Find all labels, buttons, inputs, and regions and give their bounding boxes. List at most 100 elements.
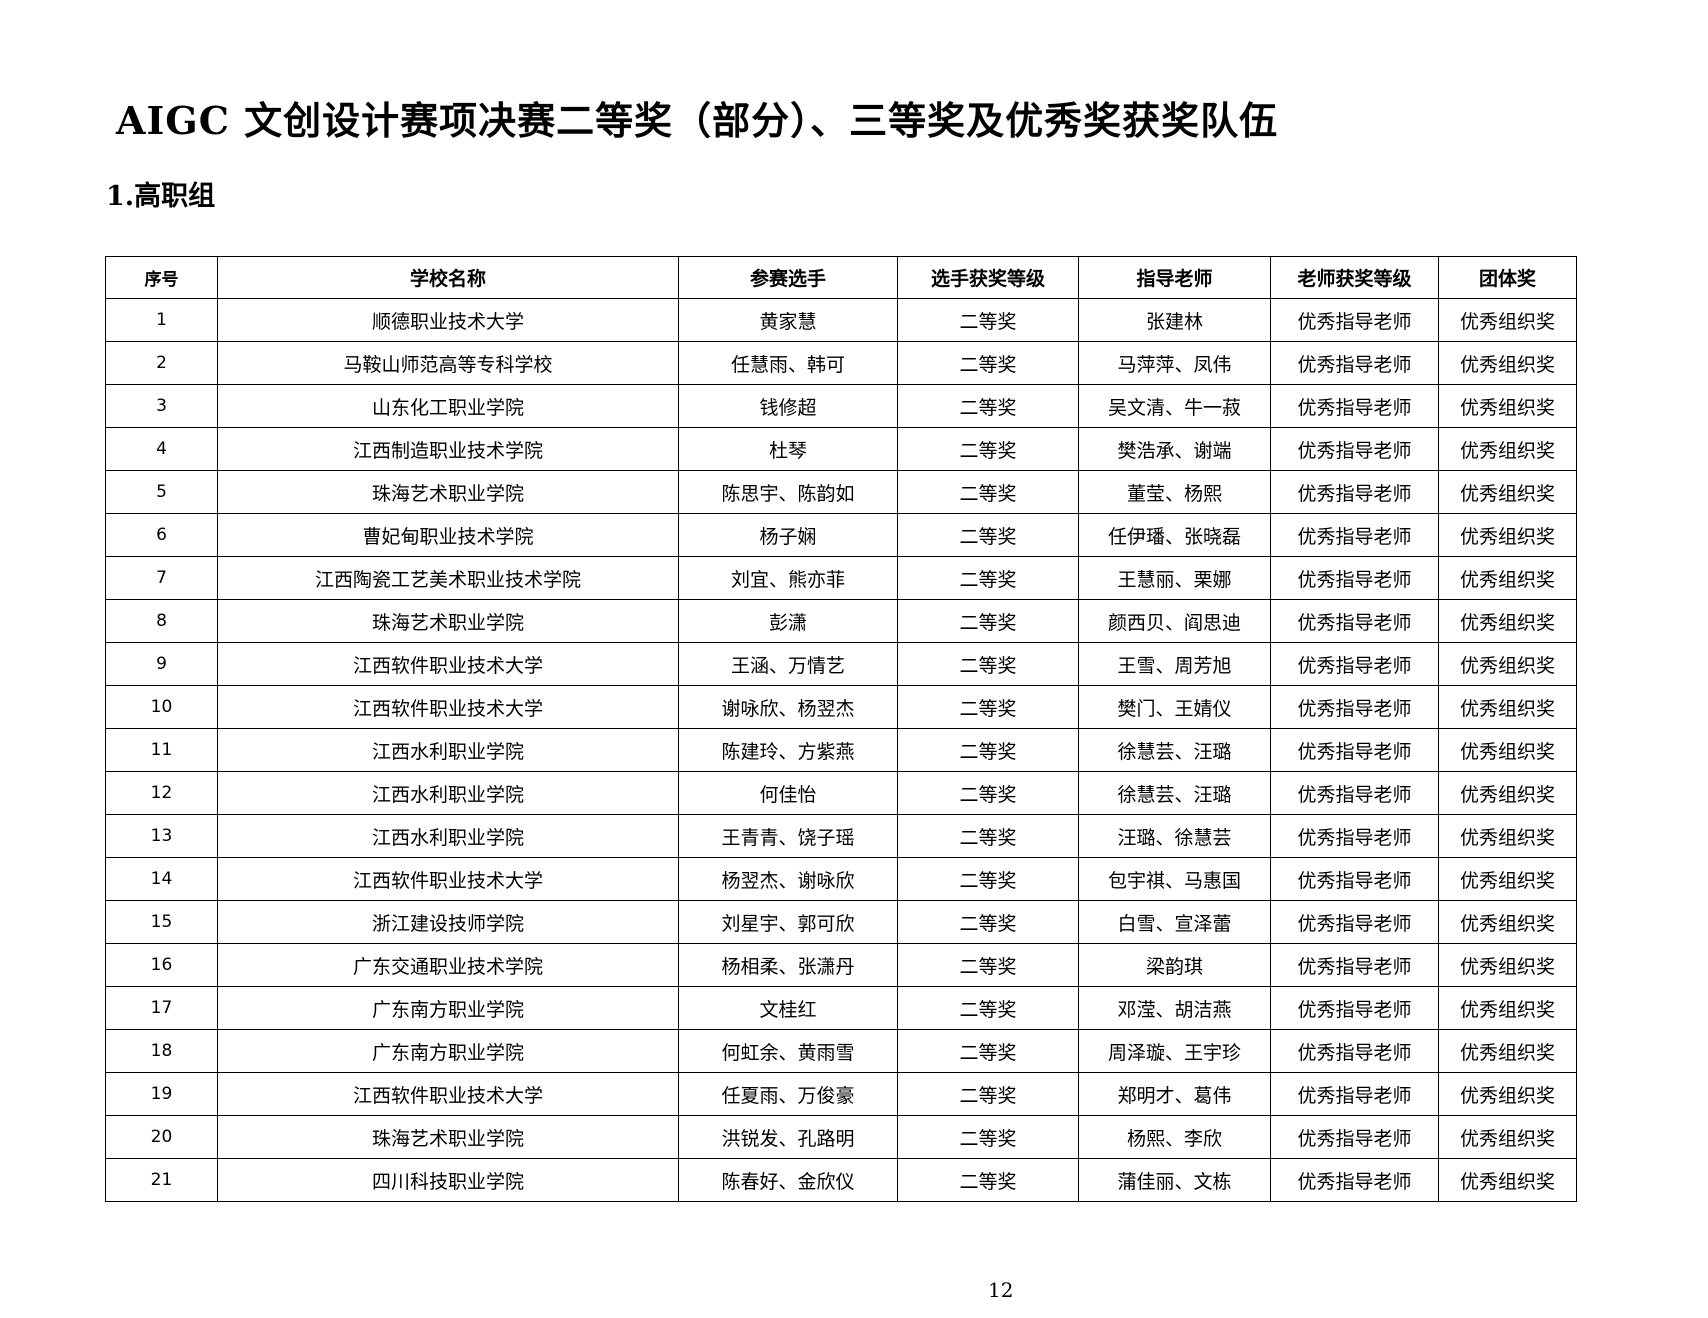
header-contestant-award: 选手获奖等级: [897, 256, 1079, 299]
cell-team-award: 优秀组织奖: [1438, 642, 1577, 686]
cell-advisor-award: 优秀指导老师: [1270, 1072, 1439, 1116]
cell-contestants: 杨相柔、张潇丹: [678, 943, 898, 987]
header-school: 学校名称: [217, 256, 679, 299]
cell-team-award: 优秀组织奖: [1438, 1072, 1577, 1116]
cell-advisor-award: 优秀指导老师: [1270, 1115, 1439, 1159]
cell-school: 马鞍山师范高等专科学校: [217, 341, 679, 385]
cell-contestants: 黄家慧: [678, 298, 898, 342]
cell-contestants: 任慧雨、韩可: [678, 341, 898, 385]
cell-advisor-award: 优秀指导老师: [1270, 1029, 1439, 1073]
cell-seq: 5: [105, 470, 218, 514]
cell-advisor-award: 优秀指导老师: [1270, 341, 1439, 385]
cell-team-award: 优秀组织奖: [1438, 1029, 1577, 1073]
cell-seq: 1: [105, 298, 218, 342]
cell-advisor-award: 优秀指导老师: [1270, 857, 1439, 901]
cell-contestant-award: 二等奖: [897, 1115, 1079, 1159]
cell-school: 浙江建设技师学院: [217, 900, 679, 944]
table-row: 3 山东化工职业学院 钱修超 二等奖 吴文清、牛一菽 优秀指导老师 优秀组织奖: [105, 384, 1577, 428]
cell-contestant-award: 二等奖: [897, 599, 1079, 643]
cell-advisor-award: 优秀指导老师: [1270, 986, 1439, 1030]
table-row: 17 广东南方职业学院 文桂红 二等奖 邓滢、胡洁燕 优秀指导老师 优秀组织奖: [105, 986, 1577, 1030]
cell-contestant-award: 二等奖: [897, 1072, 1079, 1116]
cell-contestants: 杨子娴: [678, 513, 898, 557]
cell-advisors: 王慧丽、栗娜: [1078, 556, 1271, 600]
cell-contestants: 陈建玲、方紫燕: [678, 728, 898, 772]
cell-team-award: 优秀组织奖: [1438, 685, 1577, 729]
table-row: 1 顺德职业技术大学 黄家慧 二等奖 张建林 优秀指导老师 优秀组织奖: [105, 298, 1577, 342]
cell-contestants: 洪锐发、孔路明: [678, 1115, 898, 1159]
cell-contestants: 何佳怡: [678, 771, 898, 815]
header-advisor-award: 老师获奖等级: [1270, 256, 1439, 299]
cell-school: 江西水利职业学院: [217, 728, 679, 772]
table-row: 16 广东交通职业技术学院 杨相柔、张潇丹 二等奖 梁韵琪 优秀指导老师 优秀组织奖: [105, 943, 1577, 987]
cell-team-award: 优秀组织奖: [1438, 1115, 1577, 1159]
cell-school: 珠海艺术职业学院: [217, 599, 679, 643]
cell-seq: 21: [105, 1158, 218, 1202]
cell-seq: 3: [105, 384, 218, 428]
cell-advisors: 任伊璠、张晓磊: [1078, 513, 1271, 557]
table-row: 12 江西水利职业学院 何佳怡 二等奖 徐慧芸、汪璐 优秀指导老师 优秀组织奖: [105, 771, 1577, 815]
cell-advisors: 徐慧芸、汪璐: [1078, 728, 1271, 772]
cell-school: 江西软件职业技术大学: [217, 857, 679, 901]
cell-team-award: 优秀组织奖: [1438, 427, 1577, 471]
cell-contestant-award: 二等奖: [897, 427, 1079, 471]
cell-contestants: 陈春好、金欣仪: [678, 1158, 898, 1202]
cell-school: 江西软件职业技术大学: [217, 685, 679, 729]
cell-contestant-award: 二等奖: [897, 986, 1079, 1030]
cell-contestant-award: 二等奖: [897, 771, 1079, 815]
cell-team-award: 优秀组织奖: [1438, 513, 1577, 557]
cell-school: 珠海艺术职业学院: [217, 1115, 679, 1159]
cell-contestant-award: 二等奖: [897, 470, 1079, 514]
cell-advisor-award: 优秀指导老师: [1270, 814, 1439, 858]
table-row: 21 四川科技职业学院 陈春好、金欣仪 二等奖 蒲佳丽、文栋 优秀指导老师 优秀组织奖: [105, 1158, 1577, 1202]
cell-team-award: 优秀组织奖: [1438, 599, 1577, 643]
cell-seq: 16: [105, 943, 218, 987]
cell-seq: 12: [105, 771, 218, 815]
cell-contestant-award: 二等奖: [897, 943, 1079, 987]
cell-school: 四川科技职业学院: [217, 1158, 679, 1202]
table-row: 4 江西制造职业技术学院 杜琴 二等奖 樊浩承、谢端 优秀指导老师 优秀组织奖: [105, 427, 1577, 471]
cell-advisors: 徐慧芸、汪璐: [1078, 771, 1271, 815]
cell-team-award: 优秀组织奖: [1438, 857, 1577, 901]
cell-seq: 17: [105, 986, 218, 1030]
cell-contestants: 何虹余、黄雨雪: [678, 1029, 898, 1073]
table-row: 8 珠海艺术职业学院 彭潇 二等奖 颜西贝、阎思迪 优秀指导老师 优秀组织奖: [105, 599, 1577, 643]
table-row: 7 江西陶瓷工艺美术职业技术学院 刘宜、熊亦菲 二等奖 王慧丽、栗娜 优秀指导老师 优秀组织…: [105, 556, 1577, 600]
cell-advisors: 董莹、杨熙: [1078, 470, 1271, 514]
cell-school: 广东南方职业学院: [217, 1029, 679, 1073]
cell-advisor-award: 优秀指导老师: [1270, 685, 1439, 729]
cell-advisors: 樊门、王婧仪: [1078, 685, 1271, 729]
cell-advisors: 马萍萍、凤伟: [1078, 341, 1271, 385]
cell-advisor-award: 优秀指导老师: [1270, 298, 1439, 342]
cell-contestants: 刘星宇、郭可欣: [678, 900, 898, 944]
cell-contestants: 王青青、饶子瑶: [678, 814, 898, 858]
cell-advisors: 颜西贝、阎思迪: [1078, 599, 1271, 643]
cell-contestants: 彭潇: [678, 599, 898, 643]
cell-seq: 4: [105, 427, 218, 471]
cell-seq: 9: [105, 642, 218, 686]
cell-advisors: 樊浩承、谢端: [1078, 427, 1271, 471]
table-row: 13 江西水利职业学院 王青青、饶子瑶 二等奖 汪璐、徐慧芸 优秀指导老师 优秀组织奖: [105, 814, 1577, 858]
cell-school: 江西软件职业技术大学: [217, 1072, 679, 1116]
cell-seq: 11: [105, 728, 218, 772]
table-row: 15 浙江建设技师学院 刘星宇、郭可欣 二等奖 白雪、宣泽蕾 优秀指导老师 优秀组织奖: [105, 900, 1577, 944]
cell-advisor-award: 优秀指导老师: [1270, 642, 1439, 686]
table-row: 10 江西软件职业技术大学 谢咏欣、杨翌杰 二等奖 樊门、王婧仪 优秀指导老师 优秀组织奖: [105, 685, 1577, 729]
cell-seq: 14: [105, 857, 218, 901]
cell-team-award: 优秀组织奖: [1438, 556, 1577, 600]
table-row: 6 曹妃甸职业技术学院 杨子娴 二等奖 任伊璠、张晓磊 优秀指导老师 优秀组织奖: [105, 513, 1577, 557]
cell-team-award: 优秀组织奖: [1438, 986, 1577, 1030]
cell-seq: 10: [105, 685, 218, 729]
cell-school: 江西软件职业技术大学: [217, 642, 679, 686]
cell-contestant-award: 二等奖: [897, 384, 1079, 428]
cell-advisor-award: 优秀指导老师: [1270, 427, 1439, 471]
cell-school: 广东南方职业学院: [217, 986, 679, 1030]
cell-school: 江西水利职业学院: [217, 814, 679, 858]
cell-team-award: 优秀组织奖: [1438, 341, 1577, 385]
cell-contestants: 杨翌杰、谢咏欣: [678, 857, 898, 901]
cell-seq: 20: [105, 1115, 218, 1159]
table-row: 18 广东南方职业学院 何虹余、黄雨雪 二等奖 周泽璇、王宇珍 优秀指导老师 优秀组织奖: [105, 1029, 1577, 1073]
cell-contestant-award: 二等奖: [897, 298, 1079, 342]
cell-school: 广东交通职业技术学院: [217, 943, 679, 987]
table-row: 20 珠海艺术职业学院 洪锐发、孔路明 二等奖 杨熙、李欣 优秀指导老师 优秀组织奖: [105, 1115, 1577, 1159]
